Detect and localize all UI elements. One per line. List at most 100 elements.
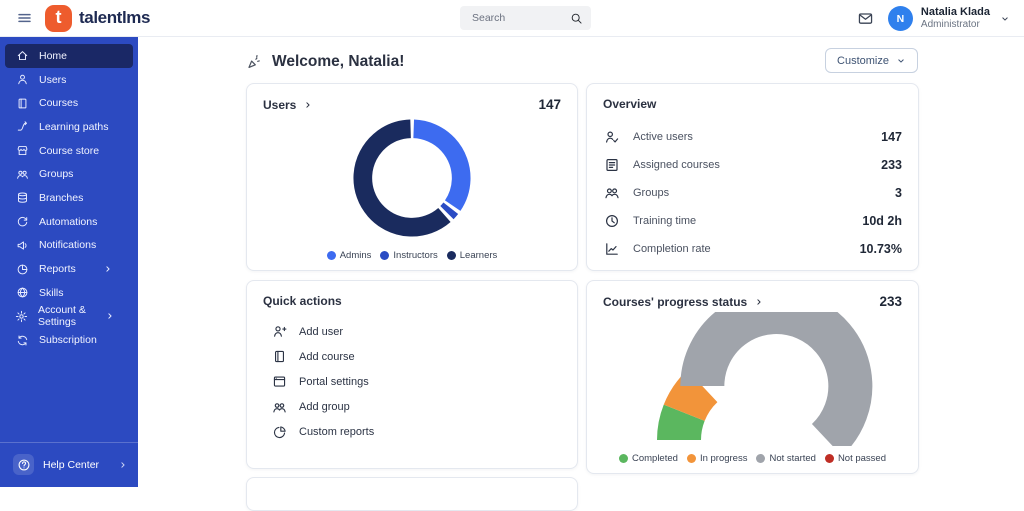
overview-row-label: Assigned courses: [633, 159, 720, 171]
user-texts: Natalia Klada Administrator: [921, 6, 990, 30]
active-users-icon: [603, 129, 620, 145]
welcome-row: Welcome, Natalia!: [246, 48, 404, 76]
avatar-initial: N: [896, 12, 905, 25]
sidebar-item-label: Home: [39, 49, 68, 62]
groups-icon: [603, 185, 620, 201]
quick-actions-card: Quick actions Add user Add course Portal s…: [246, 280, 578, 469]
overview-row-value: 147: [881, 130, 902, 144]
sidebar: Home Users Courses Learning paths Course sto…: [0, 37, 138, 487]
page-title: Welcome, Natalia!: [272, 53, 405, 70]
users-chart-legend: Admins Instructors Learners: [247, 250, 577, 261]
avatar: N: [887, 6, 913, 31]
legend-dot: [326, 251, 336, 260]
sidebar-item-subscription[interactable]: Subscription: [5, 328, 133, 352]
users-card-link[interactable]: Users: [263, 98, 313, 112]
sidebar-item-account-settings[interactable]: Account & Settings: [5, 304, 133, 328]
help-icon: [13, 454, 34, 475]
add-user-icon: [271, 324, 287, 339]
legend-dot: [824, 454, 834, 463]
user-name: Natalia Klada: [920, 6, 990, 19]
quick-action-portal-settings[interactable]: Portal settings: [271, 369, 561, 394]
header-right-cluster: N Natalia Klada Administrator: [857, 0, 1010, 37]
hamburger-menu-icon[interactable]: [16, 10, 32, 26]
legend-label: Not passed: [837, 453, 886, 464]
card-title: Courses' progress status: [603, 294, 748, 309]
sidebar-item-label: Users: [39, 73, 67, 86]
assigned-courses-icon: [603, 157, 620, 173]
overview-rows: Active users 147 Assigned courses 233 Groups…: [603, 123, 902, 263]
subscription-icon: [15, 334, 29, 347]
sidebar-item-label: Subscription: [39, 334, 97, 347]
users-total: 147: [538, 97, 561, 112]
card-title: Quick actions: [263, 294, 342, 308]
sidebar-item-label: Skills: [39, 286, 64, 299]
quick-action-add-course[interactable]: Add course: [271, 344, 561, 369]
book-icon: [15, 97, 29, 110]
party-popper-icon: [246, 54, 262, 70]
help-icon: [17, 458, 31, 472]
partial-card: [246, 477, 578, 511]
customize-button[interactable]: Customize: [825, 48, 918, 73]
quick-action-items: Add user Add course Portal settings Add gro…: [271, 319, 561, 445]
courses-progress-card: Courses' progress status 233 Completed In…: [586, 280, 919, 474]
sidebar-item-branches[interactable]: Branches: [5, 186, 133, 210]
sidebar-item-skills[interactable]: Skills: [5, 281, 133, 305]
chevron-right-icon: [303, 100, 313, 110]
sidebar-item-users[interactable]: Users: [5, 68, 133, 92]
sidebar-item-label: Courses: [39, 97, 79, 110]
sidebar-item-label: Notifications: [39, 239, 97, 252]
portal-settings-icon: [271, 374, 287, 389]
quick-action-label: Custom reports: [299, 426, 375, 439]
chevron-right-icon: [754, 297, 764, 307]
user-icon: [15, 73, 29, 86]
groups-icon: [271, 400, 287, 415]
sidebar-item-notifications[interactable]: Notifications: [5, 234, 133, 258]
overview-row-label: Training time: [633, 215, 697, 227]
chevron-down-icon: [896, 56, 906, 66]
quick-action-add-group[interactable]: Add group: [271, 395, 561, 420]
user-menu[interactable]: N Natalia Klada Administrator: [887, 6, 1010, 31]
line-chart-icon: [603, 241, 620, 257]
overview-row-label: Groups: [633, 187, 670, 199]
top-header: t talentlms N Natalia Klada Administrato…: [0, 0, 1024, 37]
quick-action-custom-reports[interactable]: Custom reports: [271, 420, 561, 445]
sidebar-item-course-store[interactable]: Course store: [5, 139, 133, 163]
legend-dot: [686, 454, 696, 463]
courses-progress-link[interactable]: Courses' progress status: [603, 295, 764, 309]
globe-icon: [15, 286, 29, 299]
sidebar-item-reports[interactable]: Reports: [5, 257, 133, 281]
book-icon: [271, 349, 287, 364]
sidebar-item-label: Branches: [39, 191, 84, 204]
sidebar-item-label: Reports: [39, 263, 76, 276]
messages-icon[interactable]: [857, 10, 874, 27]
overview-row-training-time: Training time 10d 2h: [603, 207, 902, 235]
main-content: Welcome, Natalia! Customize Users 147 Ad…: [138, 37, 1024, 511]
legend-dot: [756, 454, 766, 463]
brand-wordmark: talentlms: [79, 8, 151, 27]
card-title: Users: [263, 97, 297, 112]
progress-gauge-chart: [587, 312, 918, 446]
store-icon: [15, 144, 29, 157]
logo-letter: t: [55, 6, 62, 27]
legend-item-instructors: Instructors: [380, 250, 438, 261]
sidebar-item-courses[interactable]: Courses: [5, 91, 133, 115]
chevron-down-icon[interactable]: [1000, 14, 1010, 24]
legend-item-not-passed: Not passed: [824, 453, 886, 464]
search-icon[interactable]: [570, 12, 583, 25]
sidebar-item-help-center[interactable]: Help Center: [0, 442, 138, 487]
sidebar-item-label: Course store: [39, 144, 100, 157]
sidebar-item-learning-paths[interactable]: Learning paths: [5, 115, 133, 139]
legend-label: Learners: [459, 250, 498, 261]
legend-dot: [618, 454, 628, 463]
sidebar-item-groups[interactable]: Groups: [5, 162, 133, 186]
sidebar-item-home[interactable]: Home: [5, 44, 133, 68]
quick-action-add-user[interactable]: Add user: [271, 319, 561, 344]
learning-paths-icon: [15, 120, 29, 133]
legend-label: In progress: [699, 453, 748, 464]
search-input[interactable]: [470, 11, 570, 25]
overview-row-groups: Groups 3: [603, 179, 902, 207]
sidebar-item-automations[interactable]: Automations: [5, 210, 133, 234]
talentlms-logo[interactable]: t: [45, 4, 72, 32]
groups-icon: [15, 168, 29, 181]
overview-row-active-users: Active users 147: [603, 123, 902, 151]
